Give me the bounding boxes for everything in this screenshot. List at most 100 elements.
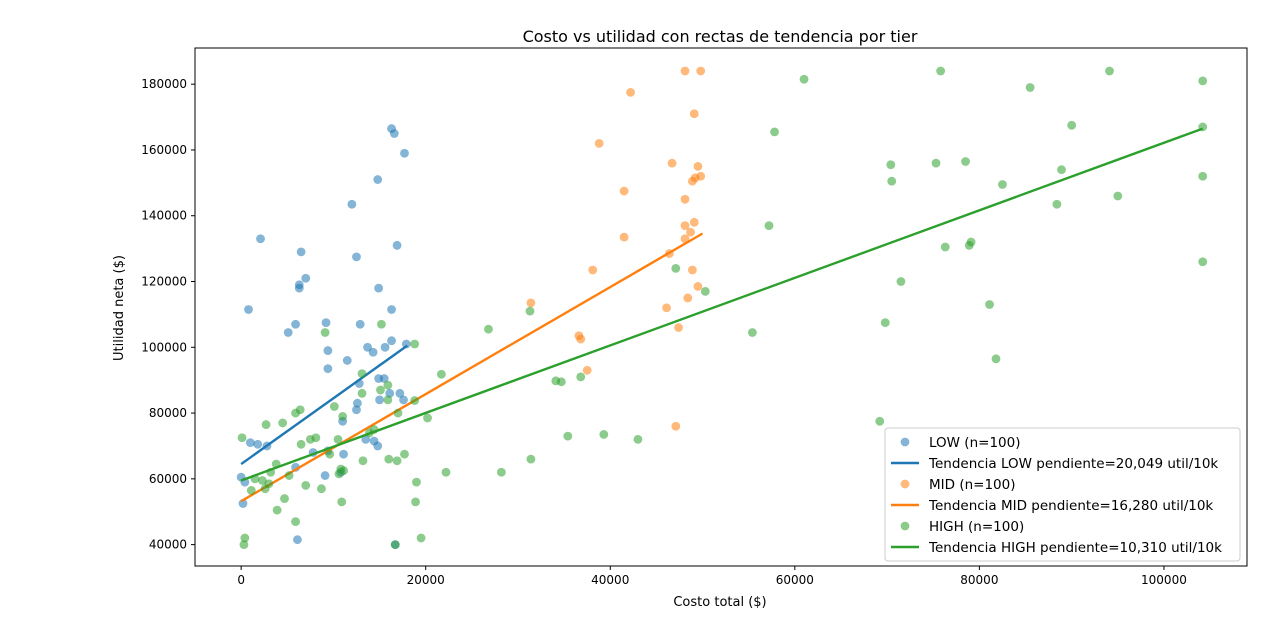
data-point-low — [244, 305, 253, 314]
data-point-high — [334, 469, 344, 479]
legend-box — [884, 427, 1241, 562]
data-point-low — [323, 364, 333, 374]
data-point-high — [325, 449, 335, 459]
plot-area — [236, 66, 1208, 550]
y-tick-label: 60000 — [149, 472, 187, 486]
data-point-high — [1105, 66, 1114, 76]
data-point-high — [961, 157, 970, 166]
data-point-mid — [696, 66, 706, 76]
data-point-mid — [693, 162, 703, 171]
data-point-low — [296, 247, 306, 257]
data-point-high — [412, 477, 421, 487]
trend-line-mid — [240, 232, 704, 503]
data-point-high — [272, 505, 282, 515]
legend-entry: MID (n=100) — [929, 477, 1015, 493]
data-point-low — [400, 148, 409, 158]
y-tick-label: 160000 — [141, 143, 187, 157]
data-point-mid — [687, 265, 697, 275]
data-point-high — [376, 385, 385, 395]
data-point-high — [278, 418, 288, 428]
x-tick-label: 80000 — [960, 573, 998, 587]
data-point-mid — [683, 293, 693, 303]
y-tick-label: 100000 — [141, 340, 187, 354]
data-point-low — [293, 535, 302, 545]
data-point-low — [373, 441, 383, 451]
data-point-high — [377, 319, 386, 329]
data-point-high — [436, 369, 446, 379]
data-point-high — [1025, 83, 1035, 92]
data-point-high — [1057, 165, 1066, 175]
data-point-high — [770, 127, 779, 137]
x-tick-label: 100000 — [1141, 573, 1187, 587]
data-point-high — [764, 221, 774, 231]
data-point-high — [525, 306, 535, 316]
data-point-high — [931, 158, 941, 168]
data-point-high — [496, 467, 506, 477]
data-point-high — [400, 449, 409, 459]
data-point-high — [887, 176, 897, 186]
data-point-mid — [680, 66, 690, 76]
data-point-high — [320, 328, 330, 337]
data-point-low — [387, 305, 396, 314]
data-point-high — [633, 434, 643, 444]
data-point-low — [283, 328, 293, 337]
data-point-high — [237, 433, 247, 443]
data-point-low — [291, 319, 300, 329]
data-point-mid — [582, 365, 592, 375]
data-point-high — [556, 377, 566, 387]
x-tick-label: 60000 — [776, 573, 814, 587]
data-point-high — [261, 420, 271, 429]
data-point-low — [374, 283, 384, 293]
data-point-mid — [680, 221, 690, 231]
trend-line-high — [240, 127, 1204, 482]
data-point-high — [576, 372, 586, 382]
legend-entry: Tendencia LOW pendiente=20,049 util/10k — [928, 456, 1218, 472]
data-point-high — [1198, 76, 1208, 86]
data-point-high — [410, 396, 420, 405]
data-point-low — [389, 129, 399, 138]
data-point-low — [375, 395, 384, 405]
data-point-high — [358, 456, 368, 466]
axes: 0 20000 40000 60000 80000 100000 40000 60000 800… — [141, 47, 1248, 587]
data-point-low — [294, 283, 304, 293]
data-point-high — [246, 485, 256, 495]
data-point-high — [1067, 120, 1077, 130]
data-point-low — [320, 471, 330, 480]
legend-marker — [900, 437, 910, 447]
data-point-high — [383, 395, 393, 405]
data-point-low — [352, 405, 361, 415]
data-point-high — [964, 240, 974, 250]
data-point-high — [291, 517, 300, 526]
data-point-high — [747, 328, 757, 337]
data-point-low — [368, 347, 378, 357]
data-point-high — [296, 439, 306, 449]
trend-line-low — [240, 344, 408, 466]
data-point-high — [280, 494, 289, 503]
data-point-low — [301, 273, 311, 283]
data-point-high — [985, 300, 994, 309]
data-point-high — [671, 263, 681, 273]
data-point-high — [411, 497, 420, 507]
data-point-high — [305, 434, 315, 444]
data-point-high — [410, 339, 420, 349]
data-point-high — [384, 454, 394, 464]
data-point-high — [1052, 199, 1062, 209]
data-point-low — [355, 319, 365, 329]
data-point-high — [393, 408, 403, 418]
data-point-low — [379, 374, 389, 383]
data-point-high — [563, 431, 573, 441]
data-point-low — [245, 438, 255, 448]
data-point-high — [998, 180, 1007, 189]
data-point-low — [401, 339, 411, 349]
data-point-high — [239, 540, 249, 550]
x-tick-label: 40000 — [591, 573, 629, 587]
data-point-low — [238, 499, 248, 508]
data-point-high — [284, 471, 294, 480]
legend: LOW (n=100) Tendencia LOW pendiente=20,04… — [884, 427, 1241, 562]
data-point-low — [387, 336, 396, 346]
data-point-high — [301, 481, 311, 490]
data-point-high — [317, 484, 326, 494]
data-point-high — [329, 402, 339, 411]
legend-entry: Tendencia HIGH pendiente=10,310 util/10k — [928, 540, 1222, 556]
